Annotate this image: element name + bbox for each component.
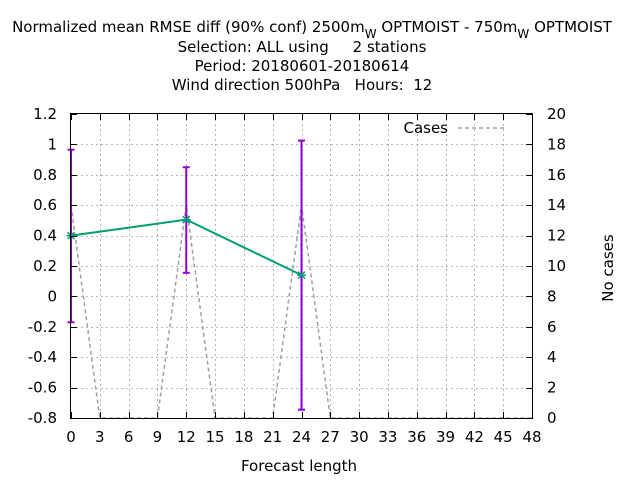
series-layer	[66, 139, 532, 419]
y2-tick-label: 8	[547, 287, 557, 305]
y2-tick-label: 10	[547, 257, 566, 275]
y-tick-label: 1	[47, 135, 57, 153]
x-tick-label: 39	[436, 428, 455, 446]
x-tick-label: 42	[465, 428, 484, 446]
x-tick-label: 27	[321, 428, 340, 446]
y2-tick-label: 6	[547, 318, 557, 336]
plot-border	[70, 113, 533, 419]
x-tick-label: 21	[263, 428, 282, 446]
x-tick-label: 45	[494, 428, 513, 446]
x-tick-label: 18	[234, 428, 253, 446]
x-tick-label: 30	[350, 428, 369, 446]
x-tick-label: 6	[124, 428, 134, 446]
y2-tick-label: 12	[547, 227, 566, 245]
y2-axis-label: No cases	[599, 234, 617, 302]
x-tick-label: 3	[95, 428, 105, 446]
axis-ticks: 0 3 6 9 12 15 18 21 24 27 30 33 36 39 42 45 48-0.8-0.6-0…	[28, 105, 566, 446]
x-tick-label: 12	[177, 428, 196, 446]
x-tick-label: 0	[66, 428, 76, 446]
x-tick-label: 15	[206, 428, 225, 446]
y-tick-label: 0.6	[33, 196, 57, 214]
y-tick-label: 0	[47, 287, 57, 305]
y2-tick-label: 0	[547, 409, 557, 427]
y2-tick-label: 16	[547, 166, 566, 184]
x-tick-label: 24	[292, 428, 311, 446]
y-tick-label: 1.2	[33, 105, 57, 123]
x-tick-label: 9	[153, 428, 163, 446]
y-tick-label: -0.4	[28, 348, 57, 366]
y-tick-label: 0.2	[33, 257, 57, 275]
chart-title-line-3: Period: 20180601-20180614	[195, 57, 410, 75]
y-tick-label: -0.6	[28, 379, 57, 397]
mean-diff-point	[297, 271, 306, 280]
x-axis-label: Forecast length	[241, 457, 357, 475]
chart-title-line-1: Normalized mean RMSE diff (90% conf) 250…	[12, 18, 613, 41]
y-tick-label: -0.2	[28, 318, 57, 336]
chart-title-line-2: Selection: ALL using 2 stations	[178, 38, 427, 56]
mean-diff-point	[181, 215, 191, 224]
y2-tick-label: 20	[547, 105, 566, 123]
y-tick-label: 0.4	[33, 227, 57, 245]
y-tick-label: 0.8	[33, 166, 57, 184]
y-tick-label: -0.8	[28, 409, 57, 427]
chart-title-line-4: Wind direction 500hPa Hours: 12	[172, 76, 433, 94]
legend: Cases	[403, 119, 506, 137]
x-tick-label: 36	[407, 428, 426, 446]
y2-tick-label: 14	[547, 196, 566, 214]
x-tick-label: 48	[522, 428, 541, 446]
x-tick-label: 33	[378, 428, 397, 446]
y2-tick-label: 4	[547, 348, 557, 366]
y2-tick-label: 18	[547, 135, 566, 153]
y2-tick-label: 2	[547, 379, 557, 397]
legend-label: Cases	[403, 119, 448, 137]
